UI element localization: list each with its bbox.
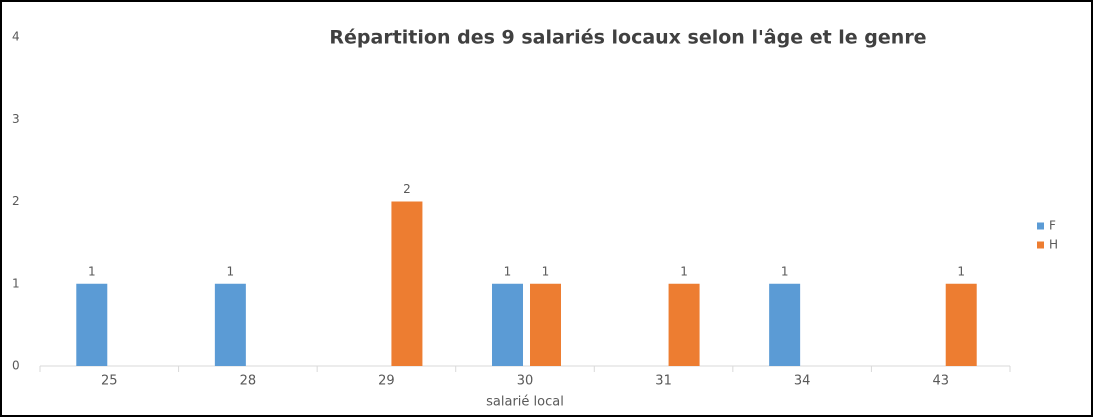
legend-swatch: [1037, 241, 1044, 249]
bar: [945, 283, 977, 366]
data-label: 1: [504, 264, 512, 278]
data-label: 1: [227, 264, 235, 278]
bar: [668, 283, 700, 366]
y-tick-label: 1: [12, 276, 20, 290]
y-tick-label: 0: [12, 359, 20, 373]
x-tick-label: 31: [655, 374, 672, 389]
x-tick-label: 43: [932, 374, 949, 389]
x-axis-label: salarié local: [486, 395, 564, 410]
x-tick-label: 28: [240, 374, 257, 389]
legend-label: H: [1049, 238, 1058, 252]
bar: [530, 283, 561, 366]
data-label: 1: [542, 264, 550, 278]
bar: [769, 283, 801, 366]
y-tick-label: 4: [12, 30, 20, 44]
x-tick-label: 34: [794, 374, 811, 389]
data-label: 1: [781, 264, 789, 278]
legend-label: F: [1049, 219, 1056, 233]
chart-title: Répartition des 9 salariés locaux selon …: [329, 27, 926, 49]
bar: [492, 283, 523, 366]
x-tick-label: 30: [517, 374, 534, 389]
data-label: 1: [957, 264, 965, 278]
data-label: 1: [680, 264, 688, 278]
y-tick-label: 2: [12, 194, 20, 208]
x-tick-label: 25: [101, 374, 118, 389]
bar: [76, 283, 108, 366]
bar: [391, 201, 423, 366]
data-label: 2: [403, 182, 411, 196]
y-tick-label: 3: [12, 112, 20, 126]
x-tick-label: 29: [378, 374, 395, 389]
data-label: 1: [88, 264, 96, 278]
bar: [214, 283, 246, 366]
legend-swatch: [1037, 222, 1044, 230]
